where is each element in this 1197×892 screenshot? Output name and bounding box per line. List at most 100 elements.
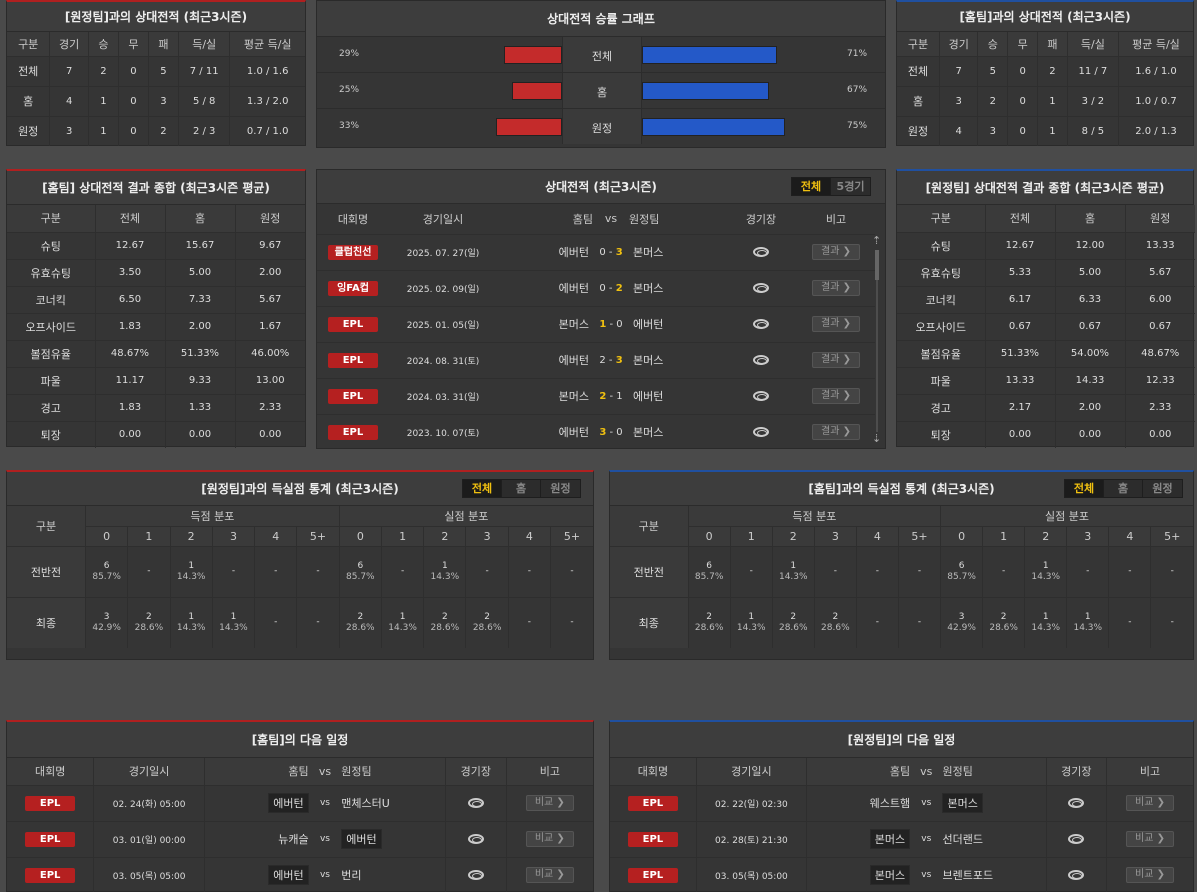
table-cell: 8 / 5 xyxy=(1067,116,1119,146)
table-cell: 0 xyxy=(118,86,149,117)
table-cell: 2.00 xyxy=(1055,394,1126,422)
match-row[interactable]: 클럽친선 2025. 07. 27(일) 에버턴 0 - 3 본머스 결과 ❯ xyxy=(317,234,875,271)
stadium-icon[interactable] xyxy=(753,426,769,437)
table-row: 코너킥 6.17 6.33 6.00 xyxy=(897,286,1195,314)
table-cell: 2.33 xyxy=(235,394,305,422)
goal-count-header: 5+ xyxy=(1150,526,1193,547)
compare-button[interactable]: 비교 ❯ xyxy=(1126,867,1175,884)
result-button[interactable]: 결과 ❯ xyxy=(812,316,860,332)
column-header: 경기 xyxy=(49,32,89,57)
stadium-icon[interactable] xyxy=(467,869,484,880)
scroll-up-icon[interactable]: ⇡ xyxy=(872,234,882,247)
match-row[interactable]: EPL 2024. 08. 31(토) 에버턴 2 - 3 본머스 결과 ❯ xyxy=(317,342,875,379)
header-row: 구분 경기 승 무 패 득/실 평균 득/실 xyxy=(7,32,305,57)
stadium-icon[interactable] xyxy=(467,797,484,808)
table-row: 전체 7 2 0 5 7 / 11 1.0 / 1.6 xyxy=(7,56,305,87)
column-header-league: 대회명 xyxy=(610,758,697,786)
result-button[interactable]: 결과 ❯ xyxy=(812,424,860,441)
table-cell: 6.17 xyxy=(985,286,1056,314)
result-button[interactable]: 결과 ❯ xyxy=(812,280,860,296)
next-home-panel: [홈팀]의 다음 일정 대회명 경기일시 홈팀 vs 원정팀 경기장 비고 EPL 02. 24… xyxy=(6,720,594,892)
goal-count-header: 5+ xyxy=(898,526,942,547)
table-row: 볼점유율 48.67% 51.33% 46.00% xyxy=(7,340,305,368)
stadium-icon[interactable] xyxy=(753,318,769,329)
column-header: 구분 xyxy=(7,32,51,57)
right-bar xyxy=(642,82,769,100)
compare-button[interactable]: 비교 ❯ xyxy=(525,831,574,847)
table-cell: 1.83 xyxy=(95,394,166,422)
goal-count-header: 4 xyxy=(254,526,298,547)
score: 2 - 1 xyxy=(593,378,629,415)
table-cell: 14.33 xyxy=(1055,367,1126,395)
left-bar xyxy=(496,118,562,136)
match-row[interactable]: 잉FA컵 2025. 02. 09(일) 에버턴 0 - 2 본머스 결과 ❯ xyxy=(317,270,875,307)
table-cell: 5.33 xyxy=(985,259,1056,287)
note-cell: 결과 ❯ xyxy=(797,306,875,343)
tab-home[interactable]: 홈 xyxy=(502,480,541,497)
away-summary-panel: [원정팀] 상대전적 결과 종합 (최근3시즌 평균) 구분 전체 홈 원정 슈팅 12.… xyxy=(896,169,1195,448)
compare-button[interactable]: 비교 ❯ xyxy=(525,795,574,811)
stadium-icon[interactable] xyxy=(467,833,484,844)
stadium-icon[interactable] xyxy=(1068,833,1085,844)
scored-cell: 3 42.9% xyxy=(85,597,129,648)
tab-away[interactable]: 원정 xyxy=(550,482,571,495)
stadium-icon[interactable] xyxy=(1068,797,1085,808)
result-button[interactable]: 결과 ❯ xyxy=(812,352,860,368)
goal-count-header: 0 xyxy=(339,526,382,547)
away-team: 맨체스터U xyxy=(341,797,390,810)
scroll-down-icon[interactable]: ⇣ xyxy=(872,432,882,445)
stadium-icon[interactable] xyxy=(753,246,769,257)
left-bar xyxy=(512,82,562,100)
header-row: 대회명 경기일시 홈팀 vs 원정팀 경기장 비고 xyxy=(610,758,1193,786)
column-header-away: 원정팀 xyxy=(341,758,446,786)
scroll-thumb[interactable] xyxy=(875,250,879,280)
tab-home[interactable]: 홈 xyxy=(1104,480,1143,497)
stadium-icon[interactable] xyxy=(753,282,769,293)
match-row[interactable]: EPL 2023. 10. 07(토) 에버턴 3 - 0 본머스 결과 ❯ xyxy=(317,414,875,450)
tab-away[interactable]: 원정 xyxy=(1152,482,1173,495)
scroll-track[interactable] xyxy=(876,250,878,432)
goal-count: 1 xyxy=(188,560,195,571)
column-header: 승 xyxy=(88,32,119,57)
row-label: 최종 xyxy=(7,597,87,648)
result-button[interactable]: 결과 ❯ xyxy=(812,244,860,260)
conceded-group-header: 실점 분포 xyxy=(940,506,1193,527)
goal-count-header: 0 xyxy=(85,526,129,547)
tab-5games[interactable]: 5경기 xyxy=(836,180,865,193)
scrollbar[interactable]: ⇡ ⇣ xyxy=(872,234,882,452)
table-row: 전체 7 5 0 2 11 / 7 1.6 / 1.0 xyxy=(897,56,1193,87)
table-cell: 7.33 xyxy=(165,286,236,314)
away-h2h-table: 구분 경기 승 무 패 득/실 평균 득/실 전체 7 2 0 5 7 / 11 1.0 / 1.6 홈 4 1… xyxy=(7,32,305,146)
graph-row-label: 홈 xyxy=(596,86,608,99)
compare-button[interactable]: 비교 ❯ xyxy=(1126,795,1175,811)
column-header-vs: vs xyxy=(308,758,342,786)
row-label: 슈팅 xyxy=(7,232,96,260)
goals-left-table: 구분 득점 분포 실점 분포 0 1 2 3 4 5+ 0 1 2 3 4 5+ 전반전 6 85.7% -1 14.… xyxy=(7,506,593,648)
goal-count: 1 xyxy=(230,611,237,622)
stadium-icon[interactable] xyxy=(753,354,769,365)
row-label: 홈 xyxy=(7,86,51,117)
goal-cols-row: 0 1 2 3 4 5+ 0 1 2 3 4 5+ xyxy=(7,526,593,547)
match-row[interactable]: EPL 2025. 01. 05(일) 본머스 1 - 0 에버턴 결과 ❯ xyxy=(317,306,875,343)
goal-percent: 28.6% xyxy=(430,622,460,633)
compare-button[interactable]: 비교 ❯ xyxy=(525,867,574,884)
tab-all[interactable]: 전체 xyxy=(792,178,831,195)
scored-cell: 2 28.6% xyxy=(688,597,731,648)
result-button[interactable]: 결과 ❯ xyxy=(812,388,860,404)
tab-all[interactable]: 전체 xyxy=(1065,480,1104,497)
header-row: 대회명 경기일시 홈팀 vs 원정팀 경기장 비고 xyxy=(317,204,875,235)
stadium-icon[interactable] xyxy=(1068,869,1085,880)
scored-cell: 6 85.7% xyxy=(688,546,731,598)
home-score: 1 xyxy=(599,318,607,330)
schedule-row: EPL 02. 22(일) 02:30 웨스트햄 vs 본머스 비교 ❯ xyxy=(610,785,1193,822)
conceded-group-header: 실점 분포 xyxy=(339,506,593,527)
goal-count: 1 xyxy=(188,611,195,622)
compare-button[interactable]: 비교 ❯ xyxy=(1126,831,1175,847)
conceded-cell: 2 28.6% xyxy=(465,597,509,648)
table-cell: 11 / 7 xyxy=(1067,56,1119,87)
match-row[interactable]: EPL 2024. 03. 31(일) 본머스 2 - 1 에버턴 결과 ❯ xyxy=(317,378,875,415)
stadium-icon[interactable] xyxy=(753,390,769,401)
table-cell: 48.67% xyxy=(95,340,166,368)
tab-all[interactable]: 전체 xyxy=(463,480,502,497)
h2h-matches-tabs: 전체 5경기 xyxy=(791,177,871,196)
